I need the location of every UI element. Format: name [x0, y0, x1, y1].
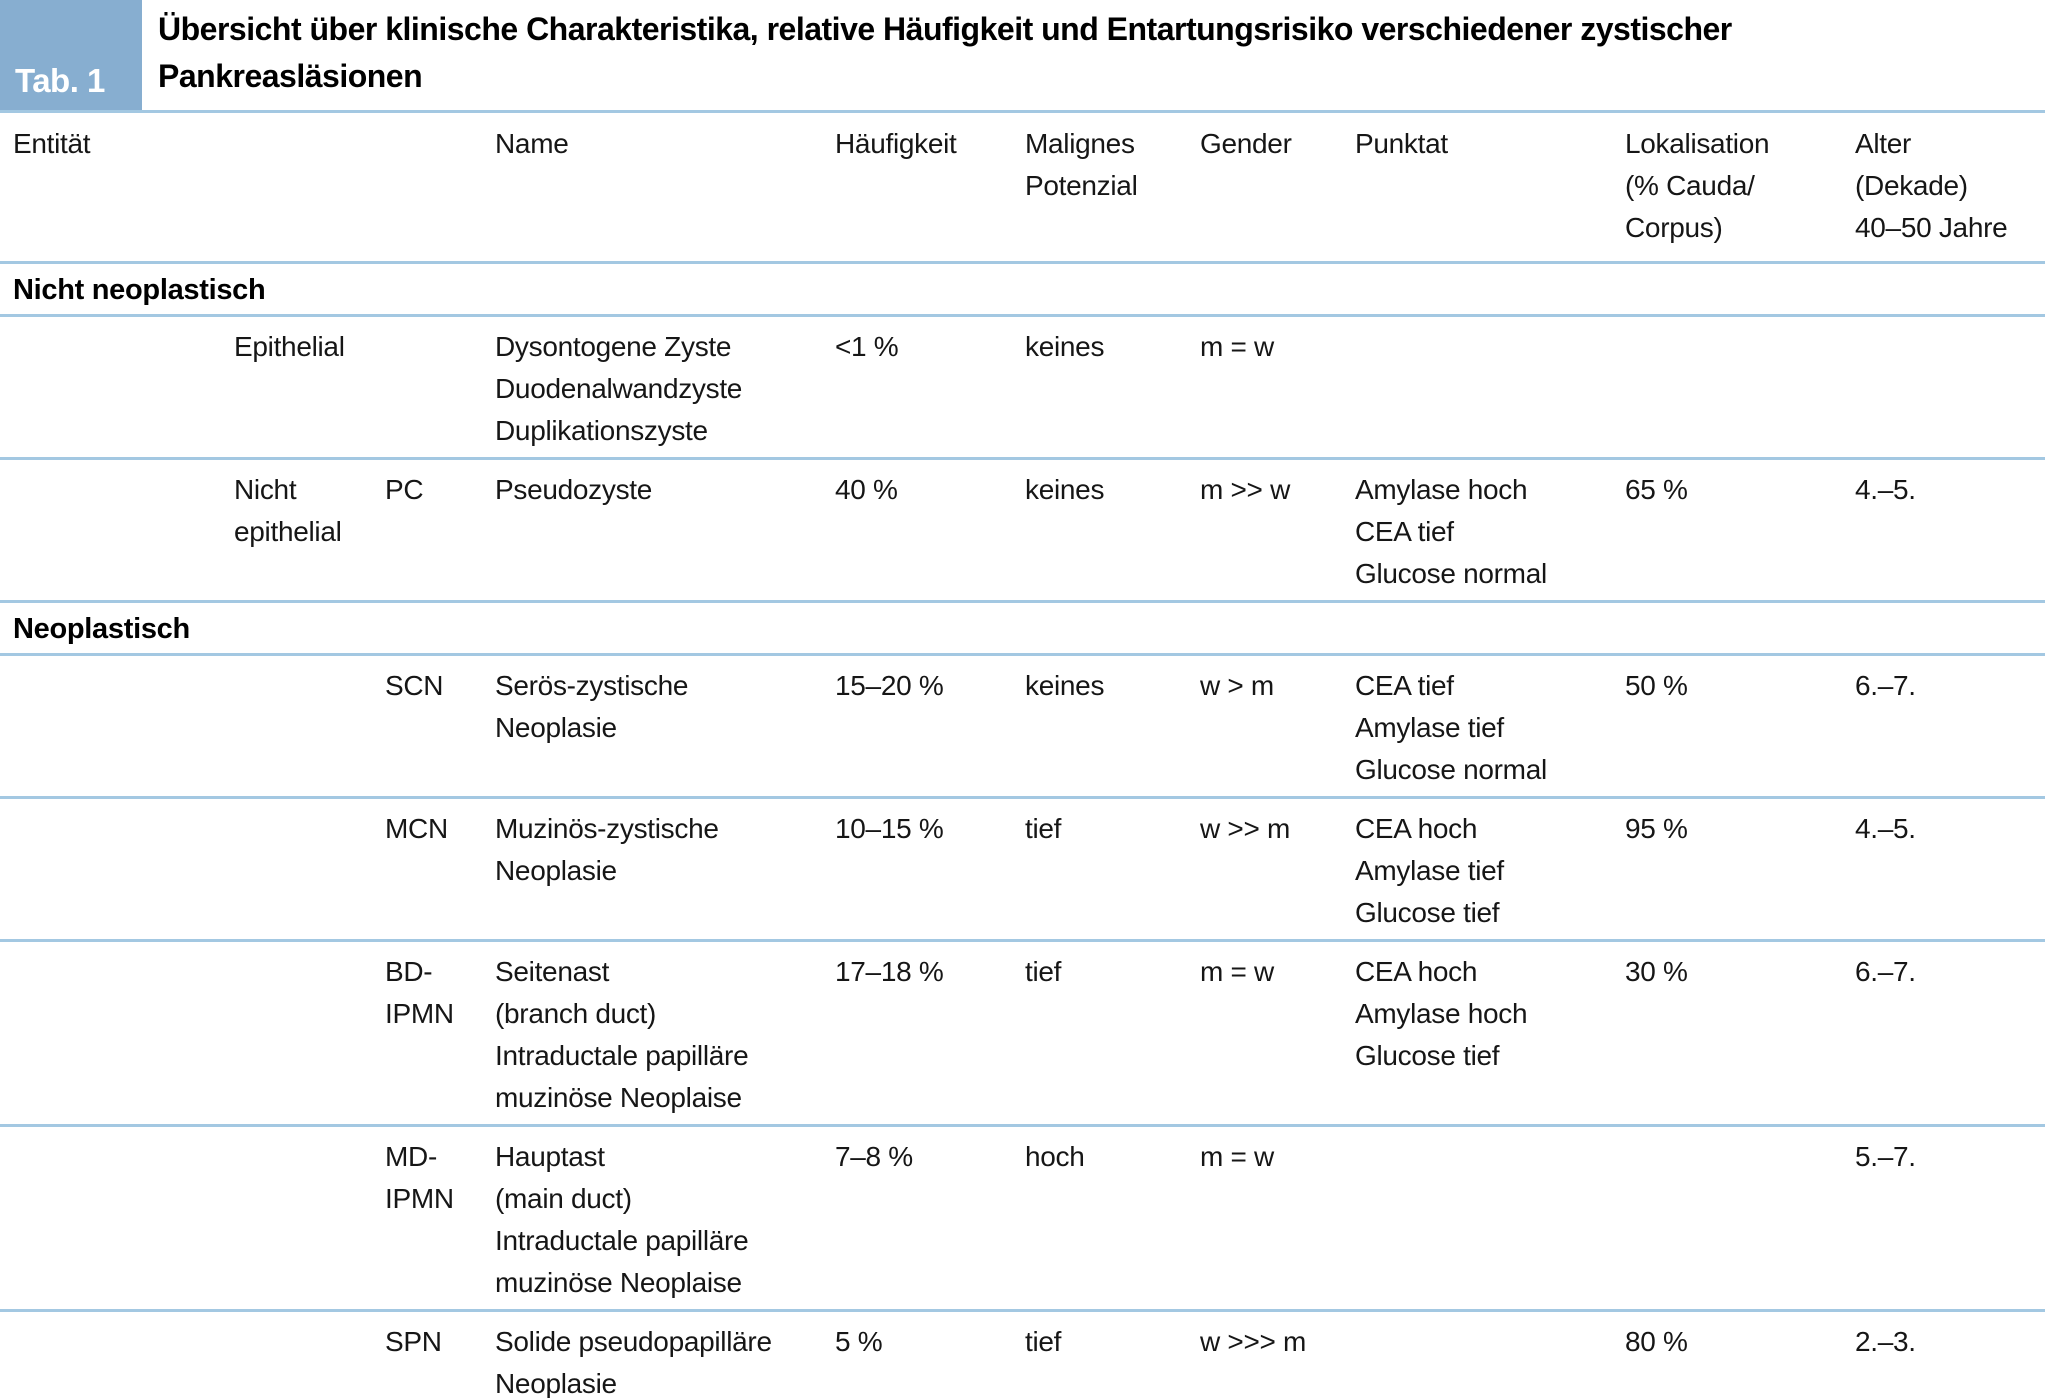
cell-punktat [1355, 317, 1625, 457]
cell-alter: 6.–7. [1855, 670, 1916, 701]
cell-lokalisation: 80 % [1625, 1326, 1688, 1357]
cell-alter [1855, 317, 2045, 457]
cell-gender: m = w [1200, 331, 1274, 362]
cell-punktat: CEA tief Amylase tief Glucose normal [1355, 670, 1547, 785]
cell-entitaet [13, 1312, 234, 1398]
table-row-bd-ipmn: BD- IPMN Seitenast (branch duct) Intradu… [0, 942, 2045, 1127]
column-header-gender: Gender [1200, 128, 1292, 159]
cell-entitaet [13, 799, 234, 939]
cell-abbr: MCN [385, 813, 448, 844]
cell-gender: m >> w [1200, 474, 1291, 505]
cell-name: Hauptast (main duct) Intraductale papill… [495, 1141, 749, 1298]
column-header-entitaet: Entität [13, 128, 91, 159]
cell-name: Seitenast (branch duct) Intraductale pap… [495, 956, 749, 1113]
cell-haeufigkeit: 10–15 % [835, 813, 944, 844]
column-header-haeufigkeit: Häufigkeit [835, 128, 957, 159]
column-header-lokalisation: Lokalisation (% Cauda/ Corpus) [1625, 128, 1770, 243]
column-header-alter: Alter (Dekade) 40–50 Jahre [1855, 128, 2008, 243]
cell-malignes-potenzial: hoch [1025, 1141, 1085, 1172]
cell-lokalisation [1625, 1127, 1855, 1309]
cell-subtype [234, 1312, 385, 1398]
table-caption: Tab. 1 Übersicht über klinische Charakte… [0, 0, 2045, 113]
cell-subtype: Nicht epithelial [234, 474, 342, 547]
column-header-row: Entität Name Häufigkeit Malignes Potenzi… [0, 113, 2045, 264]
cell-gender: m = w [1200, 956, 1274, 987]
cell-gender: w >>> m [1200, 1326, 1307, 1357]
cell-abbr [385, 317, 495, 457]
column-header-malignes-potenzial: Malignes Potenzial [1025, 128, 1138, 201]
table-row-scn: SCN Serös-zystische Neoplasie 15–20 % ke… [0, 656, 2045, 799]
cell-name: Pseudozyste [495, 474, 653, 505]
cell-gender: m = w [1200, 1141, 1274, 1172]
cell-lokalisation: 30 % [1625, 956, 1688, 987]
cell-alter: 5.–7. [1855, 1141, 1916, 1172]
cell-malignes-potenzial: tief [1025, 956, 1062, 987]
cell-subtype: Epithelial [234, 331, 345, 362]
cell-alter: 2.–3. [1855, 1326, 1916, 1357]
cell-name: Muzinös-zystische Neoplasie [495, 813, 719, 886]
section-header-nicht-neoplastisch: Nicht neoplastisch [0, 264, 2045, 317]
cell-abbr: MD- IPMN [385, 1141, 454, 1214]
cell-punktat: CEA hoch Amylase tief Glucose tief [1355, 813, 1504, 928]
cell-entitaet [13, 317, 234, 457]
cell-entitaet [13, 460, 234, 600]
table-row-pseudozyste: Nicht epithelial PC Pseudozyste 40 % kei… [0, 460, 2045, 603]
cell-haeufigkeit: 17–18 % [835, 956, 944, 987]
column-header-name: Name [495, 128, 569, 159]
cell-subtype [234, 656, 385, 796]
cell-lokalisation [1625, 317, 1855, 457]
cell-subtype [234, 942, 385, 1124]
cell-haeufigkeit: <1 % [835, 331, 899, 362]
cell-alter: 4.–5. [1855, 474, 1916, 505]
cell-subtype [234, 799, 385, 939]
cell-haeufigkeit: 7–8 % [835, 1141, 913, 1172]
table-row-mcn: MCN Muzinös-zystische Neoplasie 10–15 % … [0, 799, 2045, 942]
cell-abbr: SCN [385, 670, 444, 701]
cell-alter: 4.–5. [1855, 813, 1916, 844]
cell-malignes-potenzial: tief [1025, 1326, 1062, 1357]
cell-haeufigkeit: 5 % [835, 1326, 883, 1357]
table-row-spn: SPN Solide pseudopapilläre Neoplasie 5 %… [0, 1312, 2045, 1398]
cell-punktat [1355, 1127, 1625, 1309]
cell-entitaet [13, 656, 234, 796]
table-title: Übersicht über klinische Charakteristika… [158, 11, 1732, 94]
column-header-abbr [385, 113, 495, 261]
cell-abbr: PC [385, 474, 424, 505]
cell-punktat: Amylase hoch CEA tief Glucose normal [1355, 474, 1547, 589]
cell-name: Dysontogene Zyste Duodenalwandzyste Dupl… [495, 331, 743, 446]
table-badge: Tab. 1 [0, 0, 142, 110]
table-row-dysontogene-zyste: Epithelial Dysontogene Zyste Duodenalwan… [0, 317, 2045, 460]
cell-malignes-potenzial: keines [1025, 670, 1105, 701]
cell-entitaet [13, 1127, 234, 1309]
cell-gender: w >> m [1200, 813, 1291, 844]
column-header-subtype [234, 113, 385, 261]
cell-subtype [234, 1127, 385, 1309]
table-row-md-ipmn: MD- IPMN Hauptast (main duct) Intraducta… [0, 1127, 2045, 1312]
section-header-neoplastisch: Neoplastisch [0, 603, 2045, 656]
cell-entitaet [13, 942, 234, 1124]
cell-lokalisation: 50 % [1625, 670, 1688, 701]
cell-malignes-potenzial: keines [1025, 474, 1105, 505]
cell-name: Serös-zystische Neoplasie [495, 670, 689, 743]
cell-abbr: SPN [385, 1326, 442, 1357]
cell-name: Solide pseudopapilläre Neoplasie [495, 1326, 772, 1398]
cell-lokalisation: 65 % [1625, 474, 1688, 505]
cell-alter: 6.–7. [1855, 956, 1916, 987]
column-header-punktat: Punktat [1355, 128, 1448, 159]
cell-malignes-potenzial: keines [1025, 331, 1105, 362]
cell-malignes-potenzial: tief [1025, 813, 1062, 844]
cell-gender: w > m [1200, 670, 1274, 701]
cell-punktat [1355, 1312, 1625, 1398]
cell-abbr: BD- IPMN [385, 956, 454, 1029]
cell-haeufigkeit: 40 % [835, 474, 898, 505]
cell-lokalisation: 95 % [1625, 813, 1688, 844]
cell-punktat: CEA hoch Amylase hoch Glucose tief [1355, 956, 1528, 1071]
cell-haeufigkeit: 15–20 % [835, 670, 944, 701]
